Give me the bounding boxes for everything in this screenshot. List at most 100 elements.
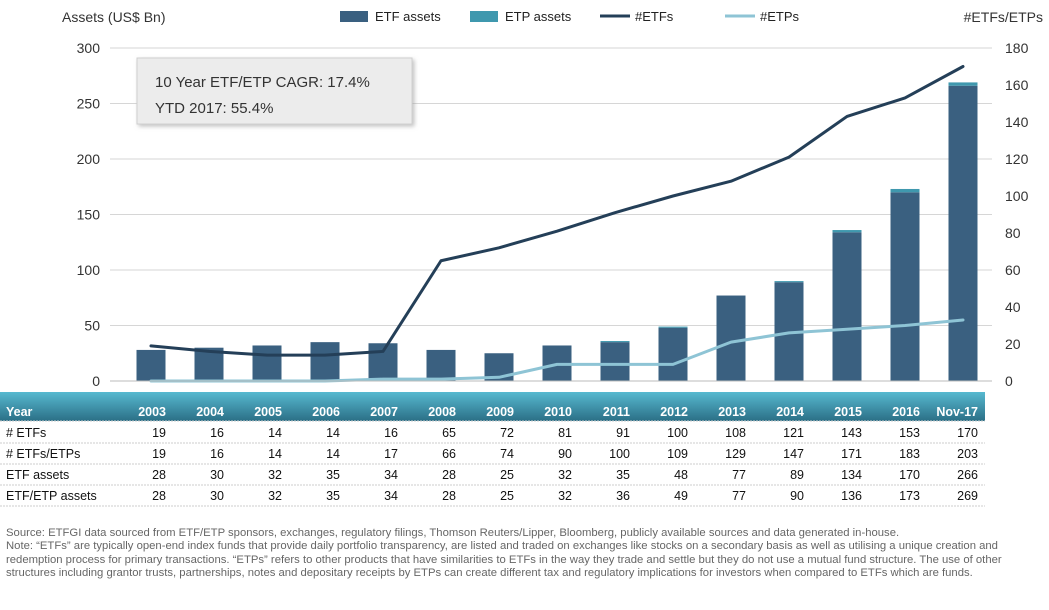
table-cell: 19: [152, 426, 166, 440]
bar-etp-assets: [600, 341, 630, 343]
data-table: 2003 2004 2005 2006 2007 2008 2009 2010 2011 2012…: [0, 405, 985, 507]
y2-tick-label: 180: [1005, 40, 1029, 56]
bar-etf-assets: [310, 342, 340, 381]
table-cell: 81: [558, 426, 572, 440]
table-header-year: 2004: [196, 405, 224, 419]
table-cell: 109: [667, 447, 688, 461]
footnote-source: Source: ETFGI data sourced from ETF/ETP …: [6, 527, 900, 539]
table-header-year: 2013: [718, 405, 746, 419]
bar-etf-assets: [426, 349, 456, 381]
legend-label: #ETFs: [635, 9, 674, 24]
table-cell: 30: [210, 468, 224, 482]
table-cell: 77: [732, 468, 746, 482]
y2-tick-label: 40: [1005, 299, 1021, 315]
table-cell: 100: [667, 426, 688, 440]
table-cell: 28: [152, 468, 166, 482]
table-header-year: 2008: [428, 405, 456, 419]
table-cell: 72: [500, 426, 514, 440]
y2-tick-label: 0: [1005, 373, 1013, 389]
table-header-year: 2009: [486, 405, 514, 419]
table-cell: 74: [500, 447, 514, 461]
chart: 0 50 100 150 200 250 300 0 20 40 60 80 100 120 140 160 1…: [0, 9, 1043, 507]
legend-swatch: [470, 11, 498, 22]
table-cell: 19: [152, 447, 166, 461]
table-cell: 266: [957, 468, 978, 482]
bar-etf-assets: [890, 192, 920, 381]
bar-etp-assets: [774, 281, 804, 283]
y-tick-label: 0: [92, 373, 100, 389]
table-cell: 134: [841, 468, 862, 482]
table-header-year: 2015: [834, 405, 862, 419]
y2-tick-label: 60: [1005, 262, 1021, 278]
table-cell: 25: [500, 489, 514, 503]
table-cell: 170: [899, 468, 920, 482]
table-header-year: 2011: [603, 405, 630, 419]
table-cell: 90: [790, 489, 804, 503]
y-tick-label: 150: [77, 207, 101, 223]
y2-tick-label: 20: [1005, 336, 1021, 352]
table-cell: 153: [899, 426, 920, 440]
bar-etf-assets: [716, 295, 746, 381]
axes: 0 50 100 150 200 250 300 0 20 40 60 80 100 120 140 160 1…: [77, 40, 1029, 389]
table-cell: 65: [442, 426, 456, 440]
table-cell: 30: [210, 489, 224, 503]
bar-etp-assets: [890, 188, 920, 193]
table-cell: 14: [326, 447, 340, 461]
footnote-note: Note: “ETFs” are typically open-end inde…: [6, 540, 1002, 579]
table-cell: 32: [558, 468, 572, 482]
bar-etp-assets: [948, 82, 978, 86]
table-cell: 35: [326, 468, 340, 482]
bar-etp-assets: [658, 326, 688, 328]
annotation-ytd: YTD 2017: 55.4%: [155, 100, 273, 117]
table-cell: 136: [841, 489, 862, 503]
bar-etp-assets: [832, 230, 862, 233]
table-cell: 170: [957, 426, 978, 440]
table-cell: 121: [783, 426, 804, 440]
table-cell: 32: [558, 489, 572, 503]
table-cell: 25: [500, 468, 514, 482]
table-header-year: 2012: [660, 405, 688, 419]
table-header-band: [0, 392, 985, 421]
table-header-year: 2014: [776, 405, 804, 419]
table-row-label: ETF/ETP assets: [6, 489, 97, 503]
table-cell: 90: [558, 447, 572, 461]
table-cell: 203: [957, 447, 978, 461]
table-header-year: 2005: [254, 405, 282, 419]
table-header-year: 2003: [138, 405, 166, 419]
table-cell: 269: [957, 489, 978, 503]
table-header-year: 2016: [892, 405, 920, 419]
bar-etf-assets: [600, 342, 630, 381]
table-cell: 100: [609, 447, 630, 461]
table-cell: 16: [384, 426, 398, 440]
table-cell: 14: [268, 426, 282, 440]
annotation-box: 10 Year ETF/ETP CAGR: 17.4% YTD 2017: 55…: [136, 57, 413, 125]
bar-etf-assets: [948, 85, 978, 382]
y2-tick-label: 160: [1005, 77, 1029, 93]
table-cell: 14: [326, 426, 340, 440]
y2-tick-label: 140: [1005, 114, 1029, 130]
y2-axis-label: #ETFs/ETPs: [964, 9, 1043, 25]
table-cell: 16: [210, 426, 224, 440]
bar-etf-assets: [832, 232, 862, 381]
table-cell: 143: [841, 426, 862, 440]
footnote: Source: ETFGI data sourced from ETF/ETP …: [6, 527, 1046, 580]
y2-tick-label: 80: [1005, 225, 1021, 241]
table-cell: 28: [152, 489, 166, 503]
legend-label: ETF assets: [375, 9, 441, 24]
y-tick-label: 50: [84, 318, 100, 334]
table-cell: 14: [268, 447, 282, 461]
table-header-year: Nov-17: [936, 405, 978, 419]
table-row-label: ETF assets: [6, 468, 69, 482]
table-cell: 91: [616, 426, 630, 440]
bar-etf-assets: [252, 345, 282, 381]
table-cell: 17: [384, 447, 398, 461]
bar-etf-assets: [136, 349, 166, 381]
table-cell: 32: [268, 489, 282, 503]
y-tick-label: 300: [77, 40, 101, 56]
legend-swatch: [340, 11, 368, 22]
legend-label: ETP assets: [505, 9, 572, 24]
table-cell: 36: [616, 489, 630, 503]
table-cell: 173: [899, 489, 920, 503]
table-header-year: Year: [6, 405, 33, 419]
